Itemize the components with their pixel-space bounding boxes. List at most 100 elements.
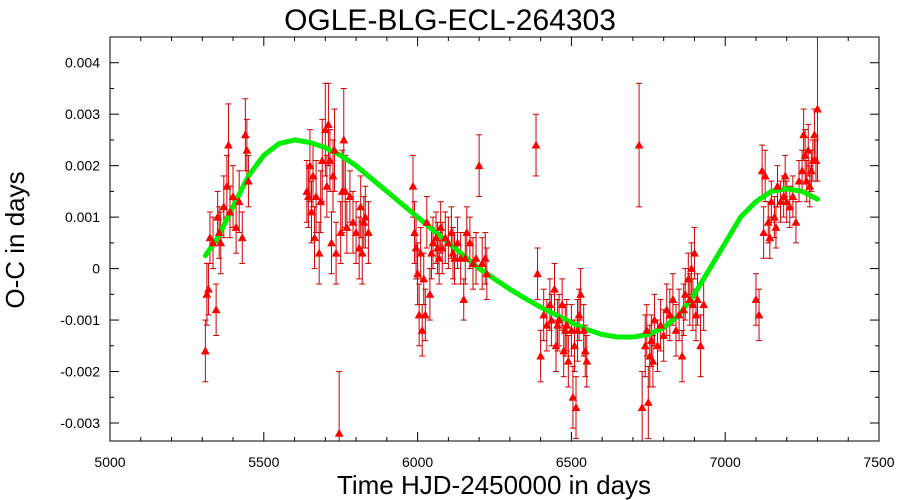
data-point [474,161,484,170]
data-point [336,228,346,237]
data-point [785,202,795,211]
data-point [205,233,215,242]
data-point [234,197,244,206]
data-point [200,346,210,355]
data-point [683,274,693,283]
data-point [650,315,659,324]
data-point [356,202,366,211]
data-point [579,325,589,334]
data-point [562,320,572,329]
x-axis-ticks: 5000 5500 6000 6500 7000 7500 [94,37,895,470]
y-tick-label: -0.003 [60,415,100,431]
data-point [325,156,335,164]
data-point [354,243,364,252]
data-point [323,119,333,128]
data-point [310,233,319,242]
y-tick-label: 0 [92,261,100,277]
data-point [645,351,655,360]
data-point [642,325,652,334]
data-point [208,238,218,247]
data-point [436,222,446,231]
data-point [531,140,541,149]
data-point [776,197,785,206]
data-point [422,217,432,226]
data-point [809,130,819,139]
data-point [242,145,252,154]
data-point [428,238,438,247]
data-point [307,207,316,216]
plot-frame [109,36,880,442]
fit-curve-layer [202,137,820,340]
data-point [357,248,367,257]
x-tick-label: 6500 [556,454,587,470]
data-point [320,125,330,134]
data-point [450,253,459,262]
data-point [459,294,469,303]
data-point [447,228,456,237]
data-point [308,171,318,180]
data-point [665,310,675,319]
data-point [222,181,232,190]
y-tick-label: 0.002 [65,158,100,174]
data-point [434,253,444,262]
data-point [640,341,650,350]
data-point [240,130,250,139]
data-point [359,217,369,226]
data-point [545,300,555,309]
data-point [634,140,644,149]
data-point [440,233,450,242]
data-point [448,248,458,257]
data-point [794,176,804,185]
y-tick-label: 0.004 [65,55,100,71]
y-axis-label: O-C in days [0,171,30,308]
data-point [539,310,549,319]
data-point [771,222,781,231]
y-tick-label: -0.001 [60,312,100,328]
data-point [779,192,789,200]
data-point [345,192,355,200]
data-point [780,171,790,180]
data-point [542,320,552,329]
data-point [339,135,349,144]
data-point [311,192,321,200]
data-point [680,289,690,298]
data-point [656,320,666,329]
data-point [563,356,573,365]
data-point [677,351,687,360]
y-tick-label: 0.001 [65,209,100,225]
data-point [653,341,662,350]
x-tick-label: 7000 [710,454,741,470]
data-point [568,392,578,401]
data-point [413,269,423,278]
data-point [797,166,807,175]
data-point [679,305,689,314]
data-point [225,207,235,216]
data-point [553,320,562,329]
data-point [477,258,487,267]
x-tick-label: 6000 [402,454,433,470]
data-point [560,325,570,334]
data-point [659,330,669,339]
data-point [769,212,779,221]
data-point [228,192,238,200]
data-point [782,197,792,206]
data-point [693,294,702,303]
data-point [671,325,681,334]
data-point [328,171,338,180]
data-point [419,274,429,283]
data-point [425,289,435,298]
data-point [342,222,352,231]
data-point [420,310,430,319]
data-point [237,233,247,242]
data-point [803,145,813,154]
data-point [211,305,221,314]
data-point [214,228,224,237]
data-point [314,248,324,257]
y-axis-ticks: -0.003 -0.002 -0.001 0 0.001 0.002 0.003 0.004 [60,55,879,431]
data-point [480,253,490,262]
data-point [696,341,706,350]
data-point [690,248,699,257]
data-point [360,212,370,221]
data-point [806,166,816,175]
data-point [757,166,767,175]
